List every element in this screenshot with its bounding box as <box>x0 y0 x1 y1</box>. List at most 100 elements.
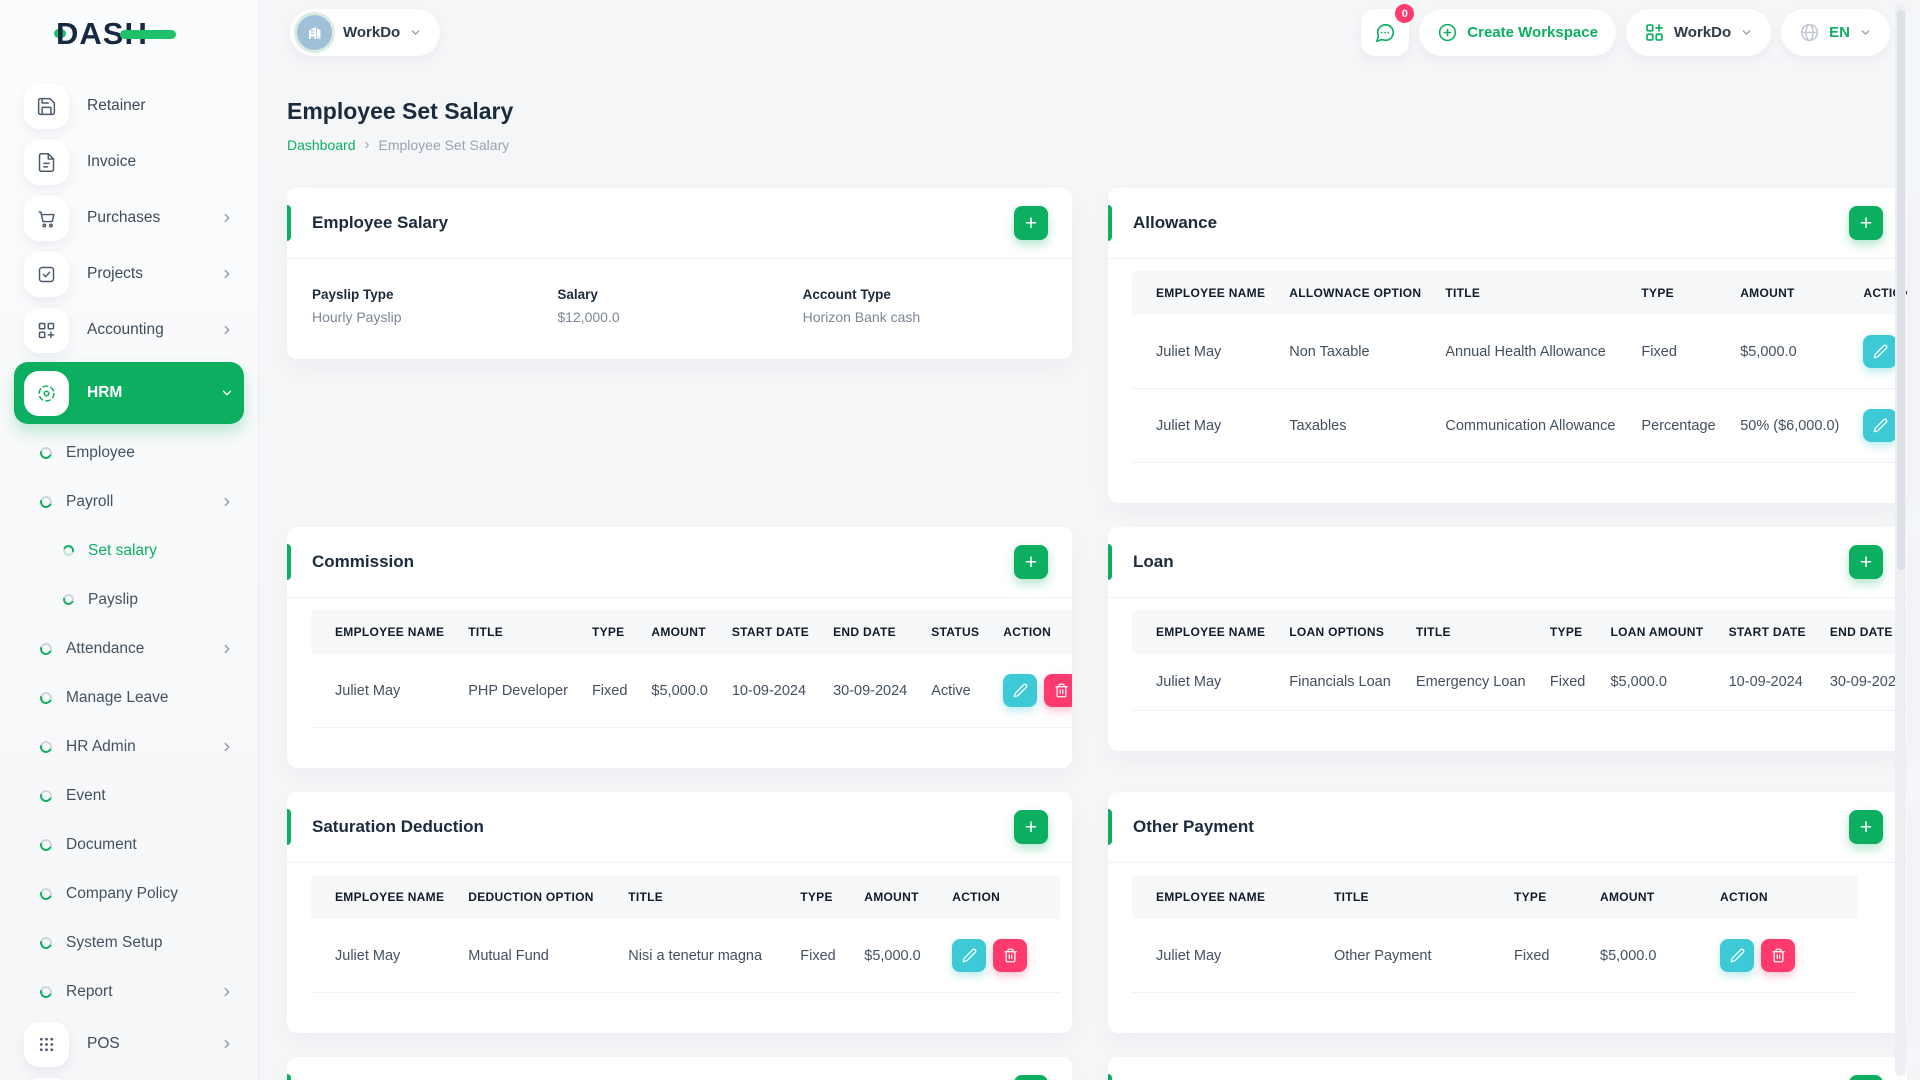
sidebar-item-employee[interactable]: Employee <box>14 428 244 477</box>
sidebar-item-accounting[interactable]: Accounting <box>14 302 244 358</box>
add-other-payment-button[interactable]: + <box>1849 810 1883 844</box>
table-row: Juliet May Mutual Fund Nisi a tenetur magn… <box>311 919 1061 993</box>
card-header: Commission + <box>287 527 1072 598</box>
brand-logo[interactable]: DASH <box>54 16 176 52</box>
breadcrumb-current: Employee Set Salary <box>378 136 510 153</box>
create-workspace-button[interactable]: Create Workspace <box>1419 9 1616 56</box>
delete-button[interactable] <box>993 939 1028 972</box>
sidebar-item-pos[interactable]: POS <box>14 1016 244 1072</box>
breadcrumb-dashboard-link[interactable]: Dashboard <box>287 136 356 153</box>
edit-button[interactable] <box>1863 335 1898 368</box>
bullet-icon <box>38 444 54 461</box>
column-header: AMOUNT <box>1588 875 1708 919</box>
sidebar-item-crm[interactable]: CRM <box>14 1072 244 1080</box>
sidebar-item-invoice[interactable]: Invoice <box>14 134 244 190</box>
table-cell: $5,000.0 <box>852 919 941 993</box>
actions-cell <box>940 919 1061 993</box>
sidebar-item-payslip[interactable]: Payslip <box>14 575 244 624</box>
sidebar-item-document[interactable]: Document <box>14 820 244 869</box>
sidebar-item-attendance[interactable]: Attendance <box>14 624 244 673</box>
sidebar-item-company-policy[interactable]: Company Policy <box>14 869 244 918</box>
table-cell: Fixed <box>788 919 853 993</box>
globe-icon <box>1799 22 1820 43</box>
table-cell: Juliet May <box>311 654 457 728</box>
sidebar: Retainer Invoice Purchases Projects Accounti… <box>0 0 258 1080</box>
add-employee-salary-button[interactable]: + <box>1014 206 1048 240</box>
table-cell: 30-09-2024 <box>821 654 920 728</box>
table-row: Juliet May PHP Developer Fixed $5,000.0 10-0… <box>311 654 1072 728</box>
sidebar-item-set-salary[interactable]: Set salary <box>14 526 244 575</box>
delete-button[interactable] <box>1761 939 1795 972</box>
add-overtime-button[interactable]: + <box>1014 1075 1048 1080</box>
column-header: ALLOWNACE OPTION <box>1277 271 1434 315</box>
edit-button[interactable] <box>952 939 987 972</box>
edit-button[interactable] <box>1003 674 1038 707</box>
employee-salary-fields: Payslip Type Hourly Payslip Salary $12,000.… <box>287 259 1072 359</box>
sidebar-item-system-setup[interactable]: System Setup <box>14 918 244 967</box>
sidebar-item-label: Employee <box>66 443 135 461</box>
sidebar-item-label: Document <box>66 835 137 853</box>
add-saturation-deduction-button[interactable]: + <box>1014 810 1048 844</box>
sidebar-item-hr-admin[interactable]: HR Admin <box>14 722 244 771</box>
add-commission-button[interactable]: + <box>1014 545 1048 579</box>
bullet-icon <box>61 543 76 558</box>
language-switcher-button[interactable]: EN <box>1781 9 1890 56</box>
chevron-right-icon <box>220 1037 234 1051</box>
sidebar-item-hrm[interactable]: HRM <box>14 362 244 424</box>
app-switcher-button[interactable]: WorkDo <box>1625 9 1772 56</box>
sidebar-item-label: Payslip <box>88 590 138 608</box>
column-header: LOAN OPTIONS <box>1277 610 1404 654</box>
sidebar-item-label: Manage Leave <box>66 688 169 706</box>
pos-icon <box>24 1021 69 1067</box>
column-header: EMPLOYEE NAME <box>1132 875 1322 919</box>
table-cell: Juliet May <box>1132 315 1278 389</box>
sidebar-item-label: Purchases <box>87 209 161 226</box>
column-header: EMPLOYEE NAME <box>1132 610 1278 654</box>
card-title: Loan <box>1133 552 1174 571</box>
column-header: STATUS <box>919 610 992 654</box>
saturation-deduction-table: EMPLOYEE NAME DEDUCTION OPTION TITLE TYPE AM… <box>311 875 1061 993</box>
add-company-contribution-button[interactable]: + <box>1849 1075 1883 1080</box>
table-cell: Mutual Fund <box>456 919 617 993</box>
commission-card: Commission + EMPLOYEE NAME TITLE TYPE AMOUN… <box>287 527 1072 768</box>
sidebar-item-projects[interactable]: Projects <box>14 246 244 302</box>
sidebar-item-report[interactable]: Report <box>14 967 244 1016</box>
field-value: $12,000.0 <box>557 309 620 325</box>
delete-button[interactable] <box>1044 674 1072 707</box>
employee-salary-card: Employee Salary + Payslip Type Hourly Pay… <box>287 188 1072 359</box>
card-header: Saturation Deduction + <box>287 792 1072 863</box>
table-header-row: EMPLOYEE NAME ALLOWNACE OPTION TITLE TYPE AM… <box>1132 271 1907 315</box>
chevron-right-icon <box>220 211 234 225</box>
sidebar-item-label: Report <box>66 982 113 1000</box>
table-cell: Annual Health Allowance <box>1433 315 1630 389</box>
chevron-down-icon <box>1859 26 1872 39</box>
table-cell: Other Payment <box>1322 919 1502 993</box>
sidebar-item-label: Accounting <box>87 321 164 338</box>
add-loan-button[interactable]: + <box>1849 545 1883 579</box>
sidebar-item-payroll[interactable]: Payroll <box>14 477 244 526</box>
edit-button[interactable] <box>1720 939 1754 972</box>
page-scrollbar[interactable] <box>1895 4 1906 1076</box>
sidebar-item-event[interactable]: Event <box>14 771 244 820</box>
column-header: ACTION <box>940 875 1061 919</box>
table-container: EMPLOYEE NAME TITLE TYPE AMOUNT ACTION Juliet… <box>1108 875 1907 1033</box>
trash-icon <box>1055 683 1068 698</box>
loan-card: Loan + EMPLOYEE NAME LOAN OPTIONS TITLE TYP… <box>1108 527 1907 751</box>
column-header: TYPE <box>579 610 640 654</box>
workspace-switcher-button[interactable]: WorkDo <box>290 9 441 56</box>
add-allowance-button[interactable]: + <box>1849 206 1883 240</box>
page-scrollbar-thumb[interactable] <box>1896 10 1905 570</box>
column-header: AMOUNT <box>639 610 720 654</box>
column-header: TITLE <box>1403 610 1538 654</box>
sidebar-item-retainer[interactable]: Retainer <box>14 78 244 134</box>
messages-button[interactable]: 0 <box>1361 4 1415 56</box>
sidebar-item-purchases[interactable]: Purchases <box>14 190 244 246</box>
plus-circle-icon <box>1437 22 1458 43</box>
building-icon <box>308 26 321 39</box>
workspace-name: WorkDo <box>343 24 401 41</box>
edit-button[interactable] <box>1863 409 1898 442</box>
table-cell: Emergency Loan <box>1403 654 1538 711</box>
sidebar-item-manage-leave[interactable]: Manage Leave <box>14 673 244 722</box>
sidebar-item-label: POS <box>87 1035 120 1052</box>
card-header: Company Contribution + <box>1108 1057 1907 1080</box>
